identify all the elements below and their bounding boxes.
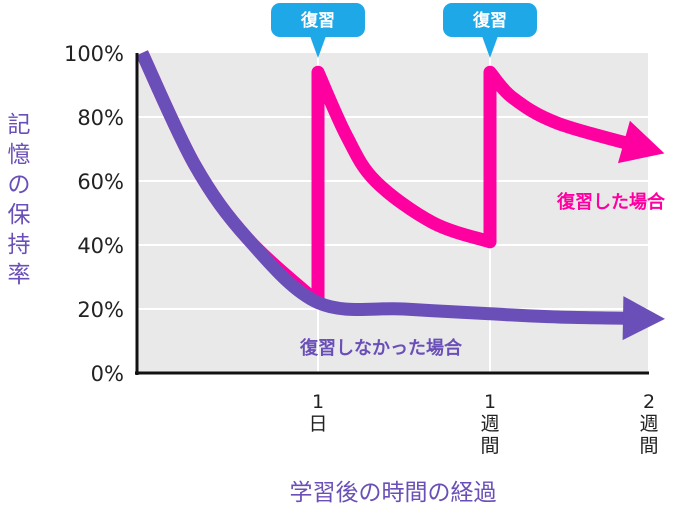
callout-pointer: [310, 36, 326, 58]
y-tick-label: 20%: [77, 298, 124, 322]
x-tick-labels: 1 日 1 週間 2 週間: [308, 391, 658, 457]
y-tick-label: 0%: [91, 362, 124, 386]
y-tick-labels: 0% 20% 40% 60% 80% 100%: [64, 42, 124, 386]
y-tick-label: 60%: [77, 170, 124, 194]
series-line: [136, 50, 650, 326]
x-axis-label: 学習後の時間の経過: [290, 480, 497, 506]
y-tick-label: 40%: [77, 234, 124, 258]
series-arrowhead: [622, 296, 665, 341]
callout-bubble: [443, 3, 537, 37]
series-arrowhead: [618, 120, 665, 164]
series-label-reviewed: 復習した場合: [556, 191, 666, 213]
review-callout: 復習: [443, 3, 537, 58]
x-tick-label: 1 週間: [480, 391, 499, 457]
x-tick-label: 2 週間: [639, 391, 658, 457]
plot-background: [137, 53, 649, 373]
callout-text: 復習: [300, 10, 335, 31]
series-lines: [136, 50, 665, 341]
series-label-not-reviewed: 復習しなかった場合: [299, 337, 463, 359]
callout-bubble: [271, 3, 365, 37]
y-tick-label: 100%: [64, 42, 124, 66]
callout-text: 復習: [472, 10, 507, 31]
y-tick-label: 80%: [77, 106, 124, 130]
y-axis-label: 記憶の保持率: [8, 112, 31, 288]
callout-pointer: [482, 36, 498, 58]
review-callout: 復習: [271, 3, 365, 58]
review-callouts: 復習 復習: [271, 3, 537, 58]
